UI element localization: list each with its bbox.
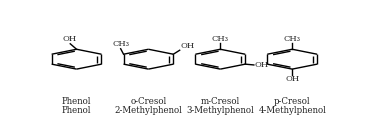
Text: m-Cresol: m-Cresol: [201, 97, 240, 106]
Text: p-Cresol: p-Cresol: [274, 97, 311, 106]
Text: CH₃: CH₃: [284, 35, 301, 43]
Text: 2-Methylphenol: 2-Methylphenol: [115, 106, 183, 115]
Text: CH₃: CH₃: [112, 41, 129, 49]
Text: 3-Methylphenol: 3-Methylphenol: [187, 106, 254, 115]
Text: OH: OH: [181, 42, 195, 50]
Text: OH: OH: [285, 75, 299, 83]
Text: Phenol: Phenol: [62, 106, 91, 115]
Text: Phenol: Phenol: [62, 97, 91, 106]
Text: 4-Methylphenol: 4-Methylphenol: [258, 106, 326, 115]
Text: OH: OH: [62, 35, 76, 43]
Text: CH₃: CH₃: [212, 35, 229, 43]
Text: o-Cresol: o-Cresol: [130, 97, 167, 106]
Text: OH: OH: [255, 61, 269, 69]
